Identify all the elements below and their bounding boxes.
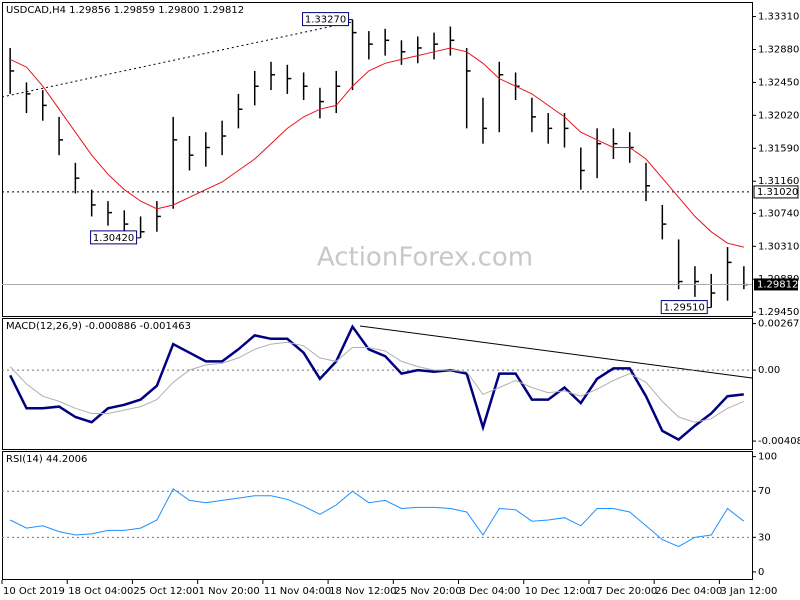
x-tick-label: 10 Dec 12:00 <box>525 586 592 597</box>
x-tick-label: 17 Dec 20:00 <box>590 586 657 597</box>
x-tick-label: 3 Jan 12:00 <box>720 586 777 597</box>
price-panel <box>2 2 753 317</box>
y-tick-label: 1.30740 <box>758 208 799 219</box>
y-tick-label: 1.32880 <box>758 44 799 55</box>
y-tick-label: 1.31160 <box>758 176 799 187</box>
y-tick-label: 0.002679 <box>758 319 800 330</box>
x-tick-label: 1 Nov 20:00 <box>199 586 260 597</box>
y-tick-label: 1.32020 <box>758 110 799 121</box>
last-price-label: 1.29812 <box>757 279 798 290</box>
y-tick-label: 1.29450 <box>758 307 799 318</box>
annotation-box <box>90 230 138 245</box>
last-price-box <box>754 278 798 291</box>
x-tick-label: 26 Dec 04:00 <box>655 586 722 597</box>
annotation-label: 1.33270 <box>305 15 346 26</box>
annotation-box <box>302 12 350 27</box>
series-line <box>9 341 744 423</box>
y-tick-label: 30 <box>758 532 771 543</box>
price-title: USDCAD,H4 1.29856 1.29859 1.29800 1.2981… <box>6 5 244 16</box>
y-tick-label: 0 <box>758 567 764 578</box>
x-tick-label: 10 Oct 2019 <box>3 586 65 597</box>
macd-panel <box>2 318 753 450</box>
annotation-box <box>660 300 708 315</box>
annotation-label: 1.30420 <box>93 233 134 244</box>
series-line <box>9 47 744 248</box>
rsi-panel <box>2 451 753 580</box>
macd-title: MACD(12,26,9) -0.000886 -0.001463 <box>6 321 191 332</box>
x-tick-label: 18 Oct 04:00 <box>68 586 133 597</box>
x-tick-label: 25 Nov 20:00 <box>394 586 461 597</box>
trend-line <box>359 325 753 379</box>
y-tick-label: 1.30310 <box>758 241 799 252</box>
series-line <box>9 488 745 548</box>
x-tick-label: 3 Dec 04:00 <box>460 586 521 597</box>
annotation-label: 1.29510 <box>664 303 705 314</box>
series-line <box>9 324 744 442</box>
x-tick-label: 25 Oct 12:00 <box>133 586 198 597</box>
y-tick-label: -0.004086 <box>758 436 800 447</box>
price-label-box <box>753 185 799 199</box>
y-tick-label: 1.33310 <box>758 12 799 23</box>
y-tick-label: 0.00 <box>758 365 780 376</box>
y-tick-label: 70 <box>758 486 771 497</box>
y-tick-label: 1.32450 <box>758 77 799 88</box>
y-tick-label: 100 <box>758 452 777 463</box>
x-tick-label: 11 Nov 04:00 <box>264 586 331 597</box>
price-label: 1.31020 <box>757 187 798 198</box>
x-tick-label: 18 Nov 12:00 <box>329 586 396 597</box>
rsi-title: RSI(14) 44.2006 <box>6 454 87 465</box>
y-tick-label: 1.31590 <box>758 143 799 154</box>
watermark: ActionForex.com <box>317 243 533 273</box>
